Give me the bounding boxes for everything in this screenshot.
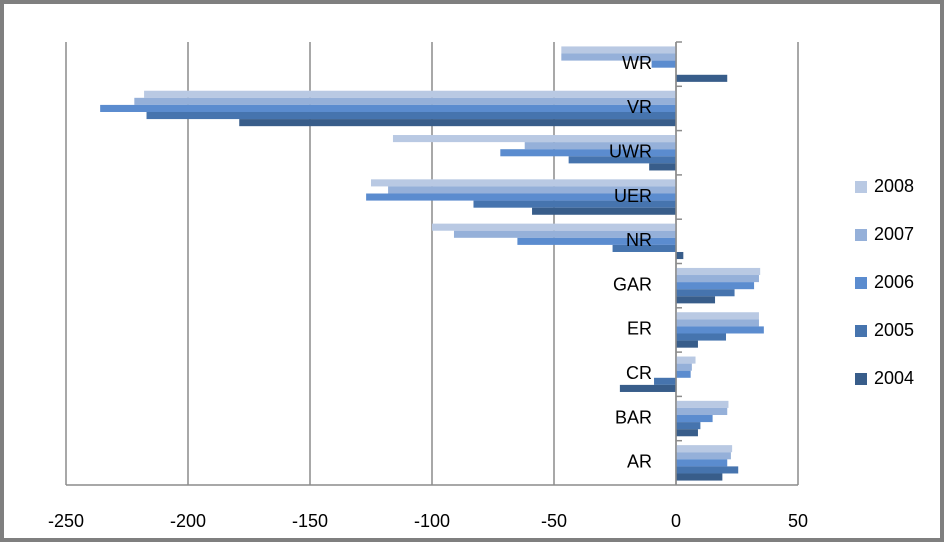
bar <box>654 377 676 385</box>
bar <box>676 363 692 371</box>
bar <box>676 415 713 423</box>
legend-label: 2004 <box>874 368 914 388</box>
bar <box>676 356 696 364</box>
y-tick-label: UER <box>614 186 652 206</box>
bar <box>676 407 728 416</box>
bar <box>676 275 759 283</box>
bar <box>239 119 677 127</box>
y-tick-label: CR <box>626 363 652 383</box>
bar <box>649 163 676 171</box>
bar <box>532 207 676 215</box>
bar <box>619 384 676 392</box>
y-tick-label: WR <box>622 53 652 73</box>
bar <box>453 230 676 238</box>
bar <box>676 452 731 460</box>
y-tick-label: BAR <box>615 407 652 427</box>
bar <box>651 60 676 68</box>
legend-label: 2007 <box>874 224 914 244</box>
x-tick-label: -50 <box>541 511 567 531</box>
bar <box>676 312 759 320</box>
bar <box>366 193 676 201</box>
bar <box>676 422 701 430</box>
bar <box>676 445 733 453</box>
bar <box>676 370 691 378</box>
legend-swatch <box>855 373 867 385</box>
legend-swatch <box>855 325 867 337</box>
x-tick-label: -100 <box>414 511 450 531</box>
y-tick-label: GAR <box>613 274 652 294</box>
x-tick-label: 50 <box>788 511 808 531</box>
bar <box>676 326 764 334</box>
bar <box>524 142 676 150</box>
bar <box>473 200 676 208</box>
bar <box>432 223 676 231</box>
y-tick-label: AR <box>627 452 652 472</box>
y-tick-label: NR <box>626 230 652 250</box>
bar <box>676 296 716 304</box>
bar <box>676 74 728 82</box>
y-tick-label: UWR <box>609 142 652 162</box>
bar <box>676 289 735 297</box>
x-tick-label: -200 <box>170 511 206 531</box>
bar <box>144 90 676 98</box>
x-tick-label: -250 <box>48 511 84 531</box>
bar <box>676 319 759 327</box>
legend-label: 2006 <box>874 272 914 292</box>
bar <box>388 186 676 194</box>
bar <box>100 104 676 112</box>
bar <box>561 46 676 54</box>
bar <box>676 466 739 474</box>
bar <box>568 156 676 164</box>
bar <box>392 135 676 143</box>
y-tick-label: VR <box>627 97 652 117</box>
legend-label: 2005 <box>874 320 914 340</box>
bar <box>500 149 676 157</box>
bar <box>676 459 728 467</box>
bar <box>676 267 761 276</box>
bar <box>676 333 727 341</box>
bar <box>612 244 676 252</box>
bar <box>146 111 676 120</box>
bar <box>676 282 755 290</box>
bar <box>676 429 698 437</box>
bar <box>371 179 676 187</box>
bar <box>676 400 729 408</box>
legend-label: 2008 <box>874 176 914 196</box>
bar <box>561 53 676 61</box>
legend-swatch <box>855 277 867 289</box>
bar <box>676 251 684 260</box>
bar <box>134 97 676 105</box>
bar <box>676 340 698 348</box>
legend-swatch <box>855 229 867 241</box>
bar <box>676 473 723 481</box>
x-tick-label: -150 <box>292 511 328 531</box>
bar <box>517 237 676 245</box>
y-tick-label: ER <box>627 319 652 339</box>
x-tick-label: 0 <box>671 511 681 531</box>
legend-swatch <box>855 181 867 193</box>
